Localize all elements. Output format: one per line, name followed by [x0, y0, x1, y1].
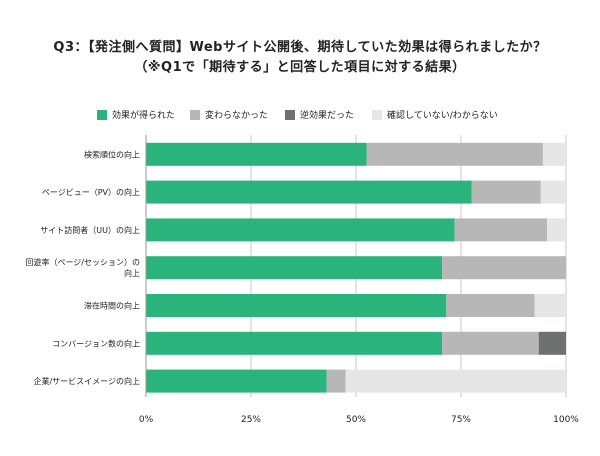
- legend-item-unchanged: 変わらなかった: [190, 108, 268, 121]
- bar-segment: [146, 294, 447, 317]
- bar-segment: [540, 180, 566, 204]
- bar-segment: [326, 369, 346, 393]
- x-tick-label: 25%: [241, 415, 261, 425]
- category-label: 検索順位の向上: [84, 149, 140, 159]
- category-label: 企業/サービスイメージの向上: [33, 376, 140, 386]
- legend-item-effective: 効果が得られた: [97, 108, 175, 121]
- category-label: 滞在時間の向上: [84, 301, 140, 311]
- category-label: 回遊率（ページ/セッション）の: [25, 257, 140, 267]
- legend-label-adverse: 逆効果だった: [300, 111, 355, 121]
- x-tick-label: 50%: [346, 415, 366, 425]
- chart-subtitle: （※Q1で「期待する」と回答した項目に対する結果）: [134, 60, 466, 75]
- bar-segment: [471, 180, 541, 204]
- category-label: コンバージョン数の向上: [52, 338, 140, 348]
- bar-segment: [547, 218, 566, 242]
- bar-segment: [538, 331, 566, 355]
- bar-segment: [534, 294, 566, 317]
- legend-item-adverse: 逆効果だった: [285, 108, 354, 121]
- bar-segment: [542, 142, 566, 166]
- chart-title: Q3：【発注側へ質問】Webサイト公開後、期待していた効果は得られましたか？: [53, 40, 547, 55]
- category-label: 向上: [124, 268, 140, 278]
- bar-segment: [446, 294, 535, 317]
- legend: 効果が得られた 変わらなかった 逆効果だった 確認していない/わからない: [0, 108, 600, 124]
- legend-swatch-adverse: [285, 109, 295, 120]
- bar-segment: [146, 331, 443, 355]
- bar-segment: [146, 256, 443, 280]
- bar-segment: [146, 369, 327, 393]
- legend-swatch-effective: [97, 109, 107, 120]
- bar-segment: [442, 331, 539, 355]
- bar-segment: [146, 218, 455, 242]
- legend-label-unknown: 確認していない/わからない: [387, 111, 498, 121]
- bar-segment: [146, 180, 472, 204]
- legend-swatch-unchanged: [190, 109, 200, 120]
- bar-segment: [146, 142, 367, 166]
- bar-segment: [366, 142, 543, 166]
- x-tick-label: 100%: [553, 415, 579, 425]
- category-label: サイト訪問者（UU）の向上: [40, 225, 140, 235]
- legend-swatch-unknown: [372, 109, 382, 120]
- x-tick-label: 0%: [139, 415, 154, 425]
- category-label: ページビュー（PV）の向上: [42, 187, 140, 197]
- legend-label-unchanged: 変わらなかった: [205, 111, 269, 121]
- bar-segment: [454, 218, 548, 242]
- x-tick-label: 75%: [451, 415, 471, 425]
- legend-item-unknown: 確認していない/わからない: [372, 108, 498, 121]
- bar-segment: [345, 369, 566, 393]
- legend-label-effective: 効果が得られた: [112, 111, 176, 121]
- bar-segment: [442, 256, 566, 280]
